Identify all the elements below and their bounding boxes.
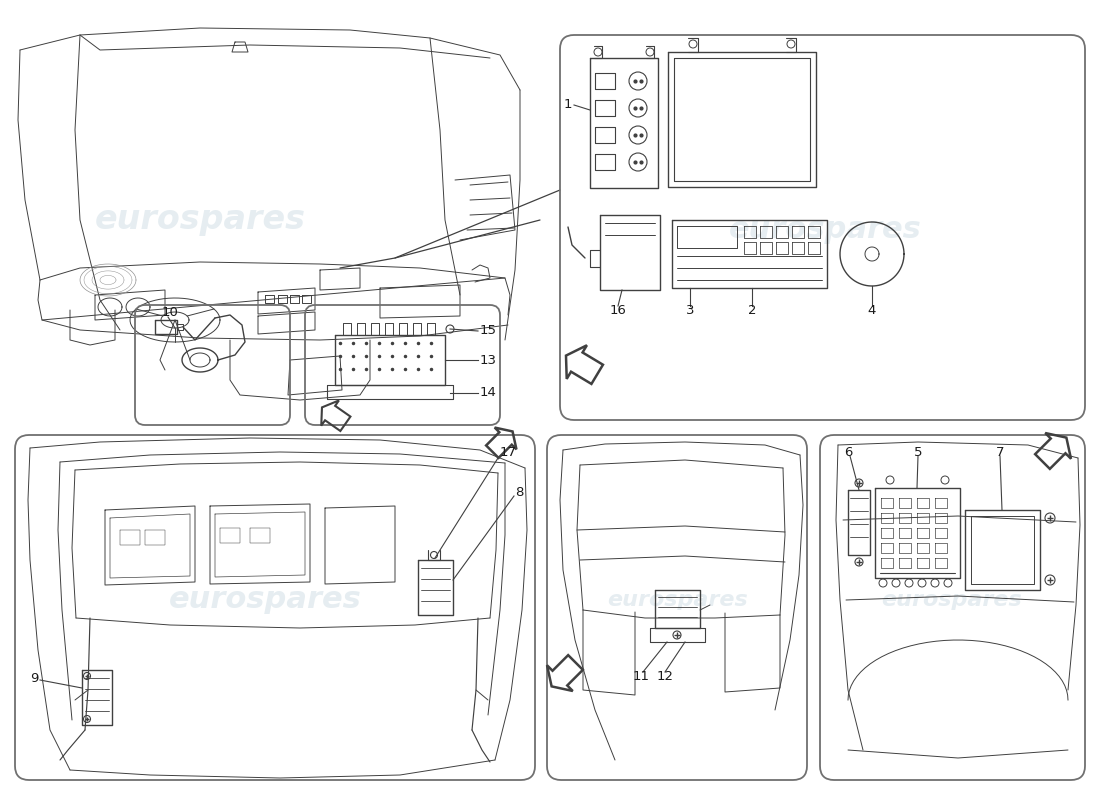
Text: eurospares: eurospares <box>881 590 1022 610</box>
Text: 16: 16 <box>609 303 626 317</box>
Text: 2: 2 <box>748 303 757 317</box>
Text: 15: 15 <box>480 323 497 337</box>
Text: eurospares: eurospares <box>95 203 306 237</box>
Text: 11: 11 <box>632 670 649 682</box>
Text: 8: 8 <box>515 486 524 498</box>
Text: 17: 17 <box>500 446 517 458</box>
Text: 5: 5 <box>914 446 922 458</box>
Text: eurospares: eurospares <box>168 586 362 614</box>
Text: 13: 13 <box>480 354 497 366</box>
Text: 1: 1 <box>563 98 572 111</box>
Text: 14: 14 <box>480 386 497 399</box>
Text: 12: 12 <box>657 670 673 682</box>
Text: eurospares: eurospares <box>607 590 748 610</box>
Text: 4: 4 <box>868 303 877 317</box>
Text: 7: 7 <box>996 446 1004 458</box>
Text: 9: 9 <box>30 671 38 685</box>
Text: 6: 6 <box>844 446 852 458</box>
Text: 10: 10 <box>162 306 179 319</box>
Text: eurospares: eurospares <box>728 215 922 245</box>
Text: 3: 3 <box>685 303 694 317</box>
